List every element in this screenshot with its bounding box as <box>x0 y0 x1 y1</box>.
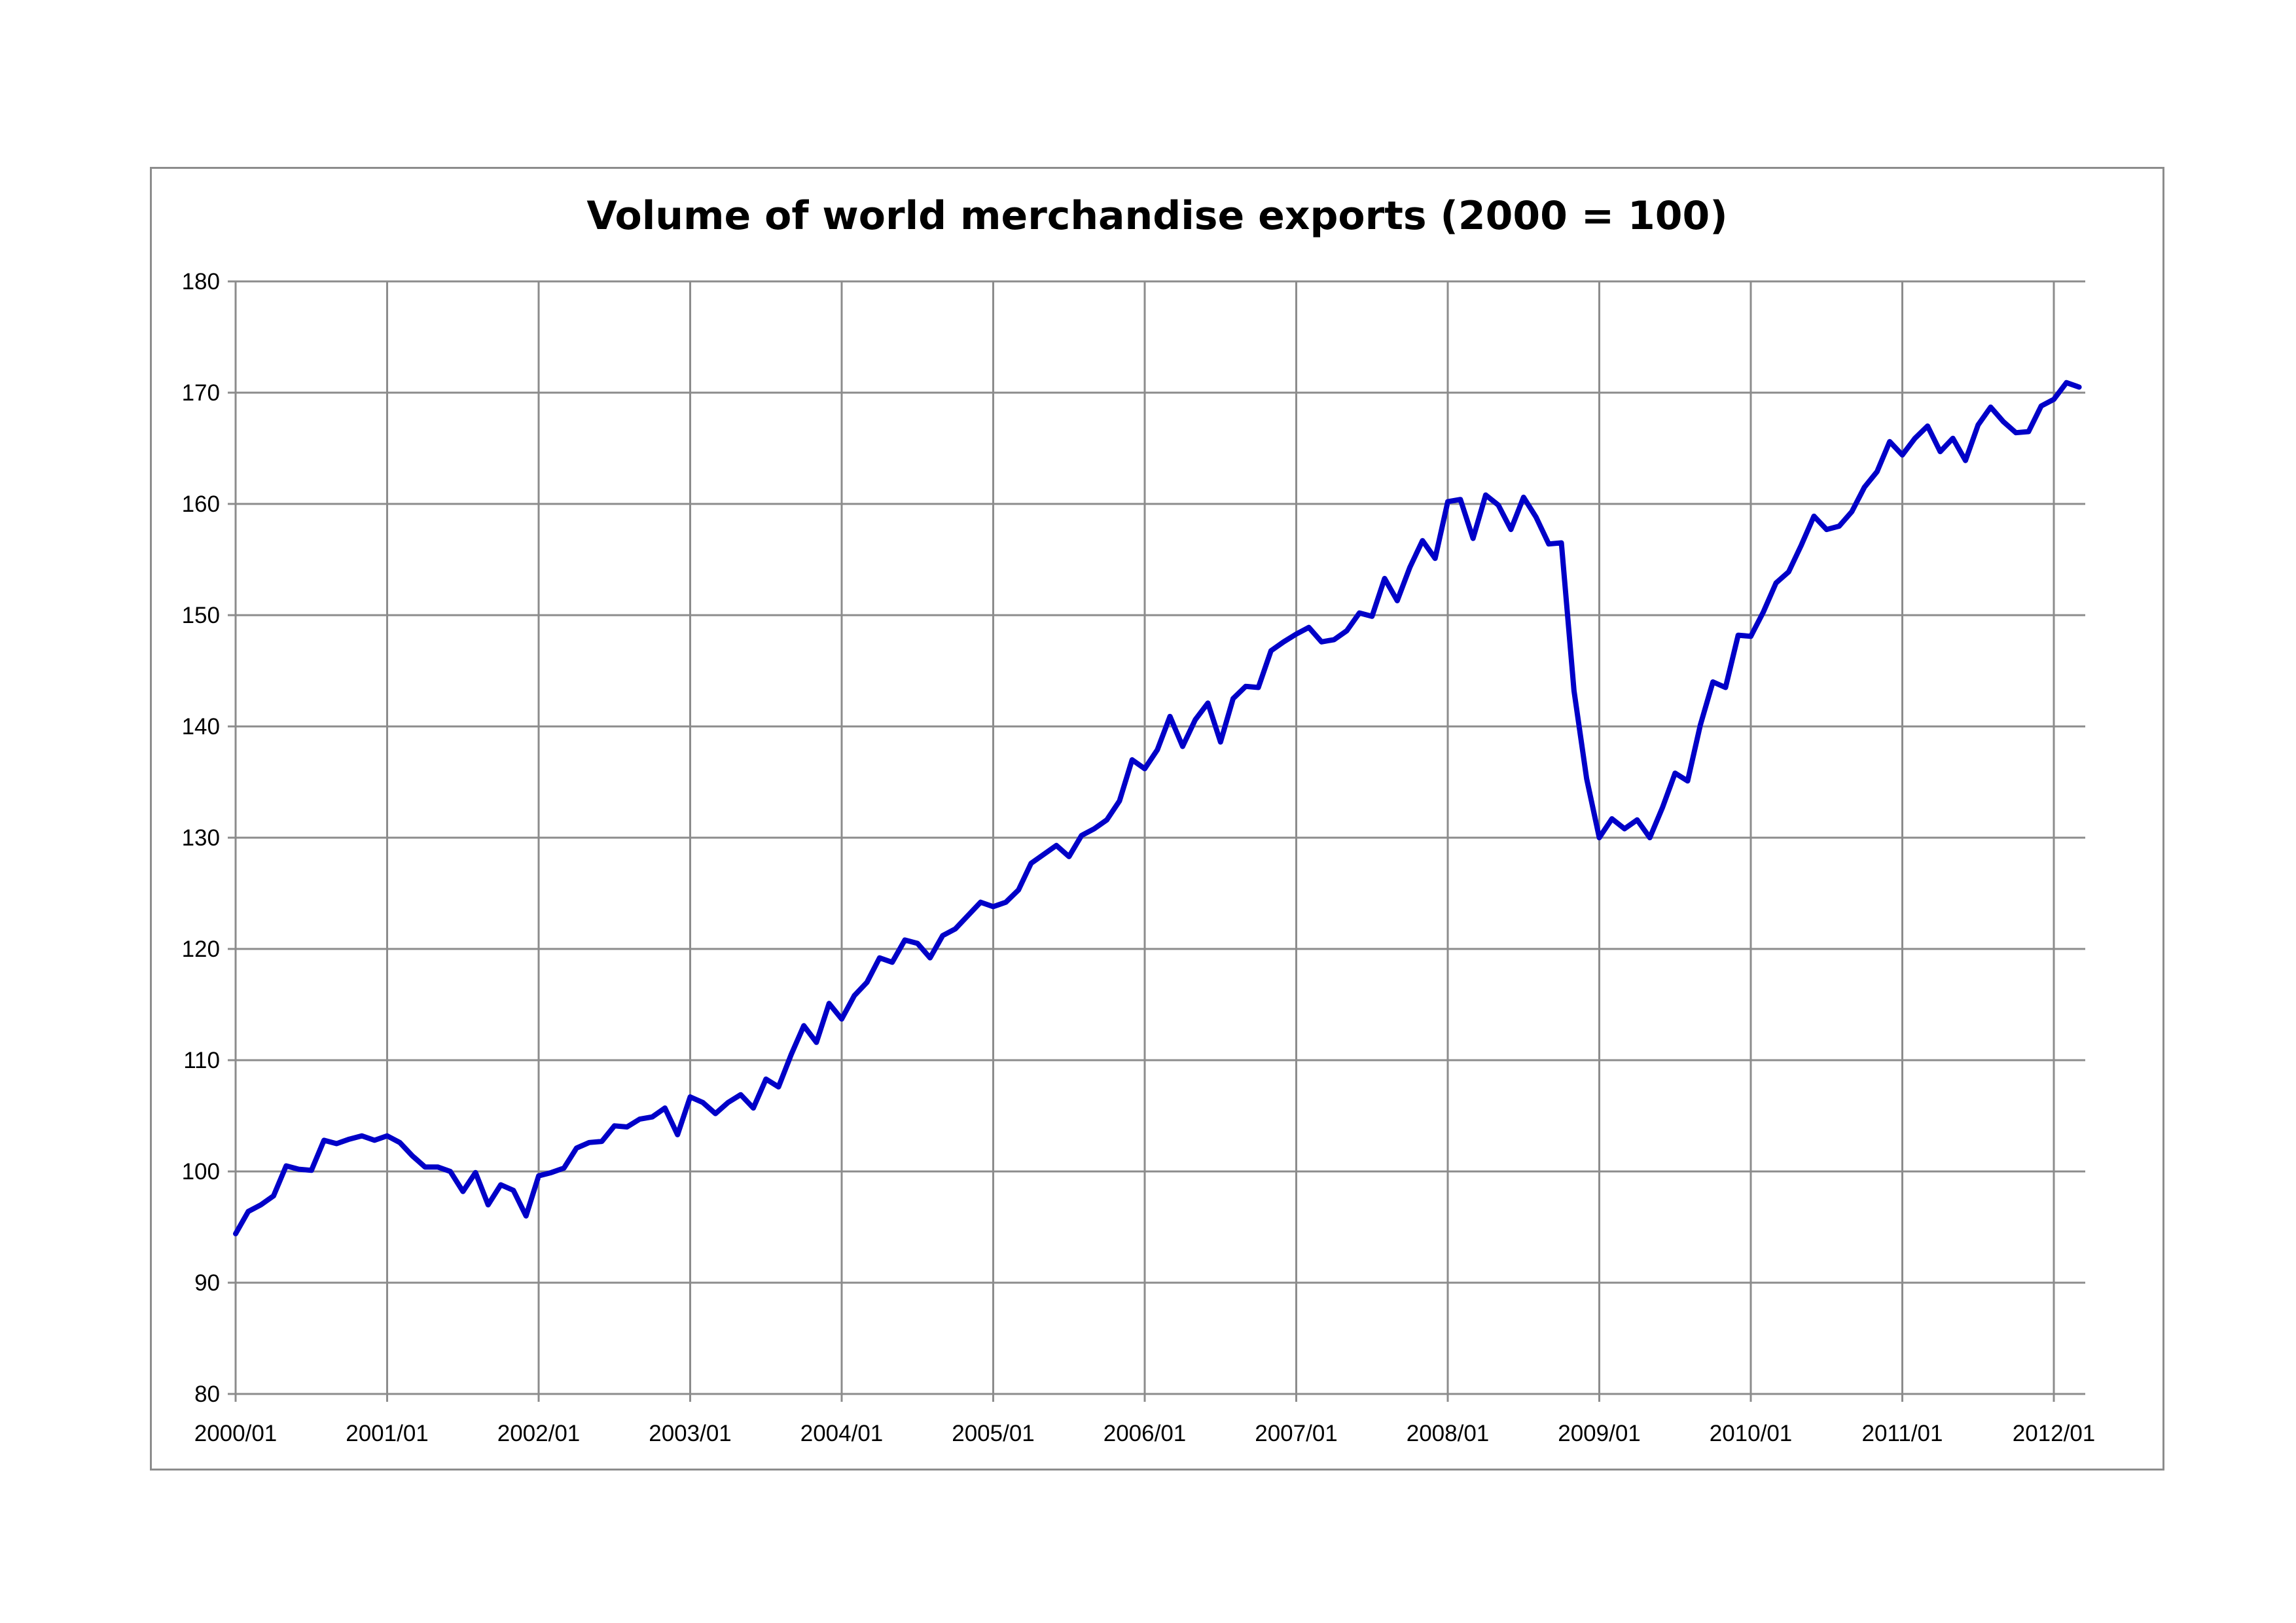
x-tick-label: 2006/01 <box>1103 1421 1187 1446</box>
x-tick-label: 2005/01 <box>952 1421 1035 1446</box>
y-tick-label: 140 <box>182 714 220 740</box>
x-tick-label: 2007/01 <box>1255 1421 1338 1446</box>
x-tick-label: 2004/01 <box>800 1421 884 1446</box>
x-tick-label: 2001/01 <box>346 1421 429 1446</box>
y-tick-label: 100 <box>182 1159 220 1185</box>
y-tick-label: 120 <box>182 936 220 962</box>
x-tick-label: 2012/01 <box>2013 1421 2096 1446</box>
x-tick-label: 2003/01 <box>649 1421 732 1446</box>
y-tick-label: 80 <box>194 1382 220 1407</box>
y-tick-label: 110 <box>183 1048 220 1073</box>
x-tick-label: 2011/01 <box>1862 1421 1943 1446</box>
y-tick-label: 170 <box>182 380 220 406</box>
y-tick-label: 130 <box>182 825 220 851</box>
y-tick-label: 160 <box>182 491 220 517</box>
y-tick-labels: 80 90 100 110 120 130 140 150 160 170 180 <box>182 269 220 1407</box>
x-tick-labels: 2000/01 2001/01 2002/01 2003/01 2004/01 2005/… <box>194 1421 2096 1446</box>
x-tick-label: 2010/01 <box>1710 1421 1793 1446</box>
chart-title: Volume of world merchandise exports (200… <box>586 193 1728 239</box>
y-tick-label: 90 <box>194 1270 220 1296</box>
chart-frame: Volume of world merchandise exports (200… <box>150 167 2164 1471</box>
axes <box>234 281 2085 1395</box>
y-tick-label: 180 <box>182 269 220 294</box>
grid-lines <box>228 280 2085 1402</box>
x-tick-label: 2002/01 <box>497 1421 581 1446</box>
x-tick-label: 2000/01 <box>194 1421 278 1446</box>
x-tick-label: 2009/01 <box>1558 1421 1641 1446</box>
x-tick-label: 2008/01 <box>1407 1421 1490 1446</box>
y-tick-label: 150 <box>182 603 220 628</box>
series-line <box>233 380 2082 1237</box>
series-layer <box>233 380 2082 1237</box>
